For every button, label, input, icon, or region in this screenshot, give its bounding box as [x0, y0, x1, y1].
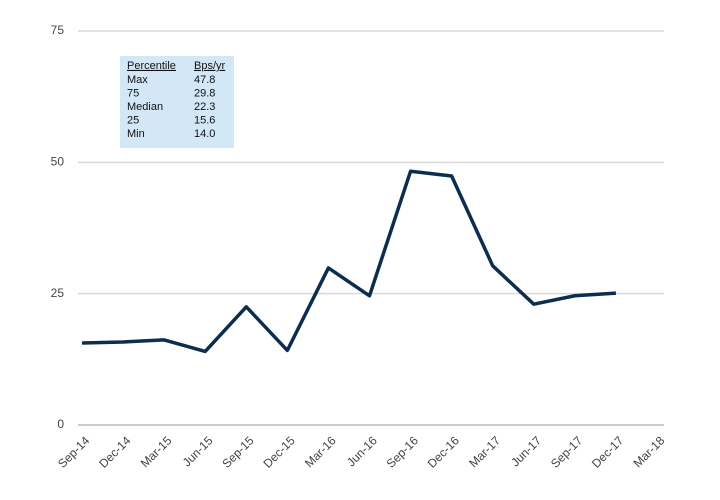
table-header: Bps/yr — [194, 60, 226, 72]
x-tick-label: Mar-18 — [631, 433, 668, 470]
table-header: Percentile — [127, 60, 176, 72]
table-cell: 47.8 — [194, 74, 215, 86]
table-cell: Min — [127, 128, 145, 140]
stats-table: Percentile Bps/yr Max 47.8 75 29.8 Median 22.3 2… — [120, 56, 234, 148]
x-tick-label: Jun-17 — [508, 433, 544, 469]
y-tick-label: 50 — [51, 155, 65, 169]
y-tick-label: 75 — [51, 23, 65, 37]
x-tick-label: Mar-17 — [466, 433, 503, 470]
x-tick-label: Sep-15 — [219, 433, 256, 470]
x-tick-label: Jun-15 — [180, 433, 216, 469]
table-cell: 15.6 — [194, 114, 215, 126]
x-tick-label: Sep-14 — [55, 433, 92, 470]
x-tick-label: Dec-15 — [260, 433, 297, 470]
table-cell: 29.8 — [194, 87, 215, 99]
data-line — [81, 169, 617, 354]
x-tick-label: Mar-16 — [302, 433, 339, 470]
table-cell: Max — [127, 74, 148, 86]
table-cell: Median — [127, 101, 163, 113]
y-tick-label: 0 — [57, 417, 64, 431]
x-tick-label: Sep-17 — [548, 433, 585, 470]
x-tick-label: Mar-15 — [138, 433, 175, 470]
y-tick-label: 25 — [51, 286, 65, 300]
table-cell: 22.3 — [194, 101, 215, 113]
x-tick-label: Jun-16 — [344, 433, 380, 469]
x-tick-label: Sep-16 — [384, 433, 421, 470]
table-background — [120, 56, 234, 148]
x-tick-label: Dec-16 — [425, 433, 462, 470]
x-tick-label: Dec-17 — [589, 433, 626, 470]
table-cell: 75 — [127, 87, 139, 99]
x-tick-label: Dec-14 — [96, 433, 133, 470]
table-cell: 14.0 — [194, 128, 215, 140]
table-cell: 25 — [127, 114, 139, 126]
